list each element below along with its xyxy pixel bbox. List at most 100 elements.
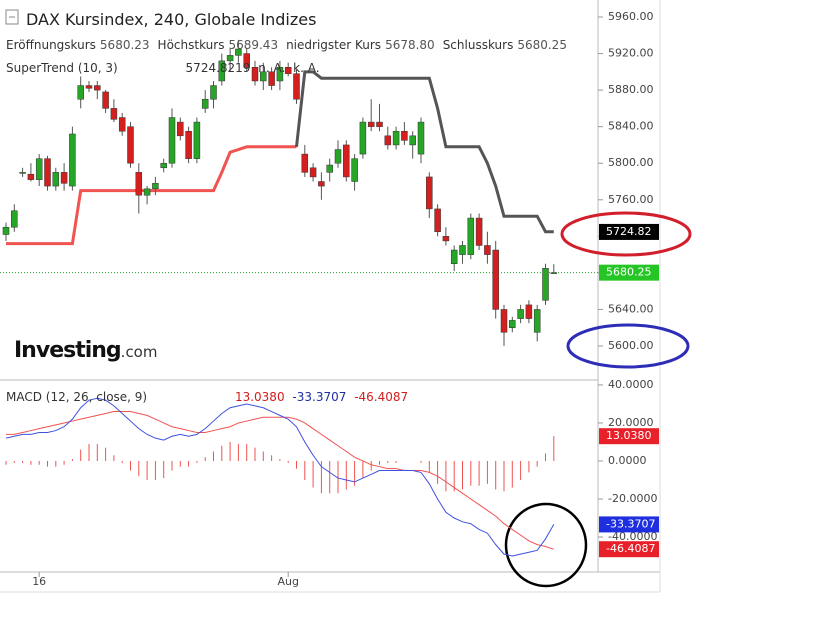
ohlc-value: 5689.43 (228, 38, 279, 52)
candle-body (343, 144, 350, 178)
candle-body (218, 60, 226, 82)
candle-body (434, 208, 441, 233)
candle-body (533, 309, 541, 333)
annotation-ellipse-blue (566, 323, 690, 369)
candle-body (69, 133, 76, 187)
price-tag-label: 5680.25 (606, 266, 652, 279)
candle-body (127, 126, 134, 164)
candle-body (409, 135, 416, 146)
candle-body (152, 183, 159, 190)
price-tag (599, 264, 659, 281)
supertrend-row: SuperTrend (10, 3) 5724.8219 n. A. k. A. (6, 61, 324, 75)
y-tick-label: 5960.00 (608, 10, 654, 23)
candle-body (517, 309, 524, 319)
ohlc-value: 5680.25 (517, 38, 567, 52)
candle-body (467, 217, 475, 255)
y-tick-label: 40.0000 (608, 378, 654, 391)
ohlc-label: niedrigster Kurs (286, 38, 382, 52)
logo-suffix: .com (120, 343, 158, 361)
y-tick-label: 5880.00 (608, 83, 654, 96)
ohlc-value: 5680.23 (99, 38, 150, 52)
candle-body (102, 91, 109, 109)
supertrend-label: SuperTrend (10, 3) (6, 61, 118, 75)
candle-body (484, 245, 491, 255)
candle-body (260, 71, 267, 82)
chart-title: DAX Kursindex, 240, Globale Indizes (26, 10, 317, 29)
candle-body (19, 172, 26, 174)
supertrend-extra: n. A. (258, 61, 286, 75)
ohlc-value: 5678.80 (385, 38, 435, 52)
y-tick-label: 5600.00 (608, 339, 654, 352)
candle-body (392, 130, 400, 146)
macd-tag-label: -33.3707 (606, 517, 655, 530)
supertrend-down (295, 70, 554, 234)
candle-body (251, 67, 259, 82)
supertrend-up (6, 145, 297, 246)
candle-body (384, 135, 392, 146)
x-tick-label: Aug (277, 575, 298, 588)
candle-body (118, 117, 126, 132)
ohlc-label: Höchstkurs (157, 38, 225, 52)
candle-body (85, 85, 93, 89)
candle-body (185, 130, 192, 159)
candle-body (193, 121, 201, 159)
candle-body (334, 149, 342, 164)
candle-body (11, 210, 18, 228)
candle-body (110, 108, 118, 120)
candle-body (135, 172, 143, 196)
candle-body (235, 48, 242, 56)
ohlc-label: Schlusskurs (442, 38, 514, 52)
candle-body (177, 121, 184, 137)
candle-body (492, 249, 499, 310)
candle-body (442, 236, 450, 242)
price-tag-label: 5724.82 (606, 225, 652, 238)
logo: Investing.com (14, 338, 157, 363)
macd-title: MACD (12, 26, close, 9) (6, 390, 148, 404)
macd-tag (599, 428, 659, 445)
macd-tag (599, 541, 659, 558)
candle-body (542, 268, 549, 301)
macd-tag (599, 516, 659, 533)
x-tick-label: 16 (32, 575, 46, 588)
macd-row: MACD (12, 26, close, 9) 13.0380 -33.3707… (6, 390, 412, 404)
y-tick-label: 20.0000 (608, 416, 654, 429)
macd-hist-value: 13.0380 (234, 390, 285, 404)
signal-line (6, 411, 554, 550)
candle-body (2, 226, 10, 235)
y-tick-label: 5800.00 (608, 156, 654, 169)
candle-body (168, 117, 176, 164)
candle-body (243, 53, 250, 68)
macd-signal-value: -46.4087 (354, 390, 409, 404)
annotation-circle-black (504, 502, 588, 588)
price-tag (599, 223, 659, 240)
macd-value: -33.3707 (292, 390, 347, 404)
macd-line (5, 397, 555, 557)
candle-body (35, 158, 43, 180)
supertrend-extra: k. A. (293, 61, 320, 75)
collapse-icon[interactable] (5, 9, 19, 25)
candle-body (426, 176, 433, 210)
ohlc-label: Eröffnungskurs (6, 38, 96, 52)
candle-body (268, 71, 275, 86)
candle-body (475, 217, 483, 246)
candle-body (60, 172, 68, 184)
macd-tag-label: -46.4087 (606, 542, 655, 555)
supertrend-value: 5724.8219 (185, 61, 251, 75)
candle-body (301, 153, 309, 173)
candle-body (201, 98, 209, 109)
candle-body (550, 272, 558, 274)
candle-body (276, 67, 284, 82)
candle-body (318, 181, 325, 187)
y-tick-label: 5760.00 (608, 193, 654, 206)
candle-body (210, 85, 217, 100)
y-tick-label: -20.0000 (608, 492, 657, 505)
candle-body (459, 245, 466, 255)
candle-body (417, 121, 425, 155)
annotation-ellipse-red (560, 211, 692, 257)
candle-body (77, 85, 84, 100)
y-tick-label: 0.0000 (608, 454, 647, 467)
candle-body (500, 309, 508, 333)
candle-body (226, 55, 234, 62)
